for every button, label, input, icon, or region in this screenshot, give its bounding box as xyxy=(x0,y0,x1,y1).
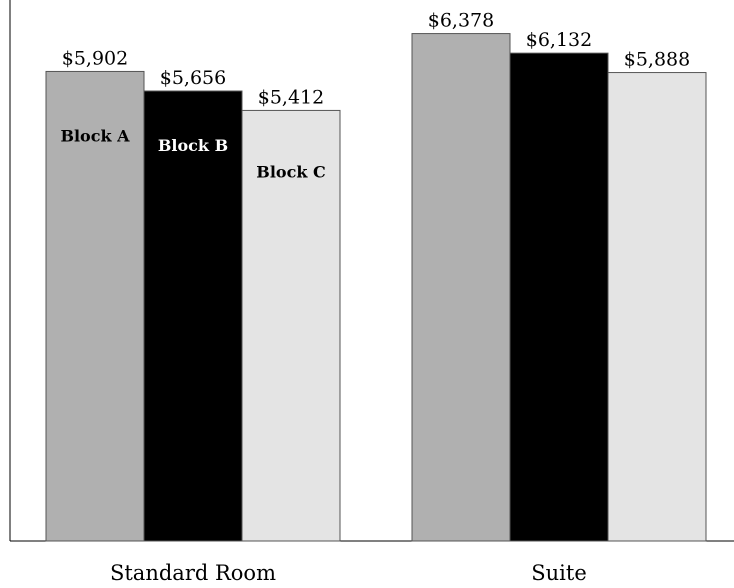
value-label: $5,888 xyxy=(624,49,690,71)
category-label: Standard Room xyxy=(110,561,276,585)
series-label-block-b: Block B xyxy=(158,136,228,155)
bars-group xyxy=(45,33,707,542)
bar-standard-room-block-c xyxy=(241,109,341,542)
value-label: $6,132 xyxy=(526,29,592,51)
value-labels-group: $5,902 $5,656 $5,412 $6,378 $6,132 $5,888 xyxy=(62,10,690,109)
series-label-block-c: Block C xyxy=(256,162,325,181)
bar-suite-block-b xyxy=(509,52,609,542)
value-label: $6,378 xyxy=(428,10,494,32)
series-label-block-a: Block A xyxy=(60,126,130,145)
bar-standard-room-block-b xyxy=(143,90,243,542)
series-labels-group: Block A Block B Block C xyxy=(60,126,325,181)
bar-standard-room-block-a xyxy=(45,70,145,542)
value-label: $5,902 xyxy=(62,47,128,69)
value-label: $5,412 xyxy=(258,86,324,108)
category-labels-group: Standard Room Suite xyxy=(110,561,587,585)
value-label: $5,656 xyxy=(160,67,226,89)
category-label: Suite xyxy=(531,561,587,585)
bar-suite-block-a xyxy=(411,33,511,542)
bar-suite-block-c xyxy=(607,72,707,542)
